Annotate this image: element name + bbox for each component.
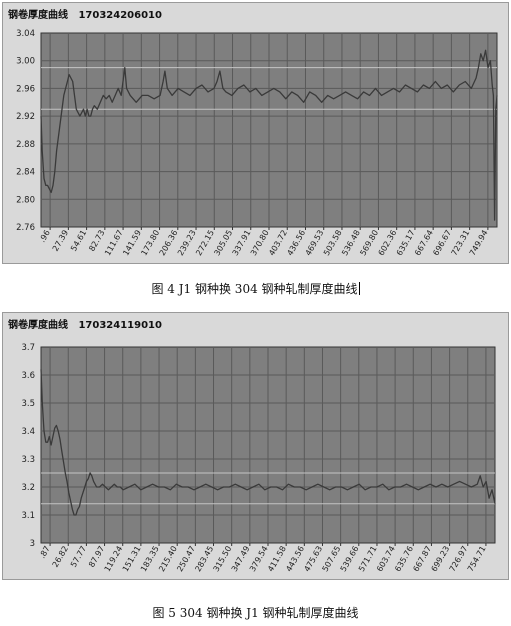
coil-id-1: 170324206010: [78, 10, 162, 21]
y-tick-label: 3.00: [16, 57, 35, 67]
y-tick-label: 3.4: [21, 427, 35, 437]
thickness-series-line: [40, 49, 498, 221]
y-tick-label: 3.5: [21, 399, 35, 409]
x-tick-label: 27.39: [51, 229, 70, 253]
thickness-chart-panel-1: 3.04 3.00 2.96 2.92 2.88 2.84 2.80 2.76.96 27.39…: [2, 2, 509, 264]
thickness-series-line: [40, 369, 496, 516]
panel-title-label-2: 钢卷厚度曲线: [8, 320, 68, 331]
x-tick-label: 87.97: [87, 545, 106, 569]
y-tick-label: 3.7: [21, 343, 35, 353]
thickness-chart-2: 3.7 3.6 3.5 3.4 3.3 3.2 3.1 3.8726.8257.7787.97…: [21, 343, 496, 573]
figure-caption-5: 图 5 304 钢种换 J1 钢种轧制厚度曲线: [152, 606, 359, 620]
y-tick-label: 2.96: [16, 84, 35, 94]
y-tick-label: 3.3: [21, 455, 35, 465]
y-tick-label: 3.6: [21, 371, 35, 381]
chart-title-2: 钢卷厚度曲线 170324119010: [8, 316, 162, 331]
y-tick-label: 2.92: [16, 112, 35, 122]
y-tick-label: 3.04: [16, 29, 35, 39]
y-tick-label: 2.88: [16, 140, 35, 150]
chart-title-1: 钢卷厚度曲线 170324206010: [8, 6, 162, 21]
figure-caption-4: 图 4 J1 钢种换 304 钢种轧制厚度曲线: [0, 280, 511, 297]
thickness-chart-panel-2: 3.7 3.6 3.5 3.4 3.3 3.2 3.1 3.87 26.82 57.77 87.97…: [2, 312, 509, 580]
y-tick-label: 2.76: [16, 223, 35, 233]
y-tick-label: 3.1: [21, 511, 35, 521]
x-tick-label: 749.94: [468, 229, 490, 258]
x-tick-label: .87: [38, 545, 52, 561]
coil-id-2: 170324119010: [78, 320, 162, 331]
x-tick-label: .96: [38, 229, 52, 245]
y-tick-label: 2.84: [16, 168, 35, 178]
thickness-chart-1: 3.04 3.00 2.96 2.92 2.88 2.84 2.80 2.76.9627.39…: [16, 29, 498, 258]
y-tick-label: 3.2: [21, 483, 35, 493]
caption-text-4: 图 4 J1 钢种换 304 钢种轧制厚度曲线: [151, 282, 358, 296]
x-tick-label: 26.82: [51, 545, 70, 569]
text-cursor: [358, 282, 360, 295]
x-tick-label: 54.61: [69, 229, 88, 253]
panel-title-label-1: 钢卷厚度曲线: [8, 10, 68, 21]
x-tick-label: 57.77: [69, 545, 88, 569]
x-tick-label: 82.73: [87, 229, 106, 253]
y-tick-label: 2.80: [16, 195, 35, 205]
y-tick-label: 3: [30, 539, 35, 549]
